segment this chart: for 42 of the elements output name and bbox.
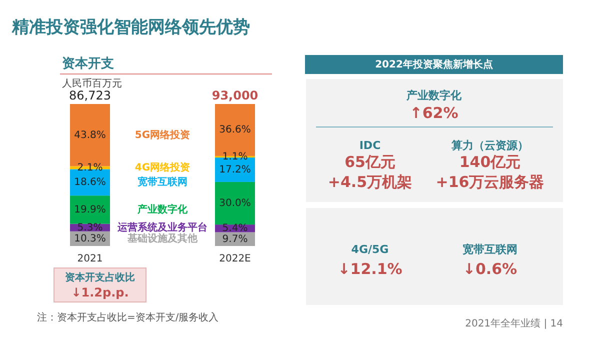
- text: 资本开支占收比: [65, 272, 135, 284]
- text: 4G/5G: [351, 243, 389, 256]
- text: ↓0.6%: [462, 260, 518, 278]
- x-tick-label: 2021: [77, 254, 103, 265]
- text: 精准投资强化智能网络领先优势: [11, 18, 250, 38]
- text: 5G网络投资: [134, 128, 190, 141]
- text: 注：资本开支占收比=资本开支/服务收入: [37, 312, 219, 324]
- data-label: 36.6%: [219, 124, 251, 136]
- data-label: 10.3%: [74, 233, 106, 244]
- series-label: 基础设施及其他: [126, 232, 198, 244]
- annotation: 86,723: [69, 88, 111, 102]
- text: ↑62%: [410, 104, 458, 122]
- text: +16万云服务器: [436, 173, 544, 192]
- data-label: 43.8%: [74, 130, 106, 141]
- text: 2021年全年业绩 | 14: [465, 318, 563, 330]
- text: 140亿元: [459, 153, 521, 172]
- data-label: 17.2%: [219, 164, 251, 176]
- data-label: 30.0%: [219, 198, 251, 209]
- data-label: 18.6%: [74, 177, 106, 188]
- text: ↓12.1%: [338, 260, 402, 278]
- chart-subtitle: 人民币百万元: [62, 78, 122, 90]
- data-label: 5.3%: [77, 222, 103, 234]
- text: 产业数字化: [406, 89, 462, 102]
- text: 65亿元: [344, 153, 396, 172]
- text: +4.5万机架: [328, 173, 412, 192]
- data-label: 19.9%: [74, 204, 106, 216]
- annotation: 93,000: [212, 88, 258, 102]
- bar: [215, 182, 255, 225]
- x-tick-label: 2022E: [219, 254, 251, 265]
- bar: [70, 196, 110, 224]
- data-label: 5.4%: [222, 223, 248, 234]
- chart-title: 资本开支: [62, 56, 114, 72]
- text: 4G网络投资: [134, 161, 190, 174]
- text: IDC: [359, 139, 381, 152]
- text: 产业数字化: [136, 203, 188, 216]
- series-label: 运营系统及业务平台: [116, 221, 208, 234]
- text: 宽带互联网: [138, 176, 188, 188]
- text: ↓1.2p.p.: [71, 285, 129, 300]
- text: 算力（云资源）: [450, 139, 528, 152]
- data-label: 9.7%: [222, 234, 248, 245]
- text: 宽带互联网: [462, 243, 518, 256]
- text: 2022年投资聚焦新增长点: [375, 58, 493, 71]
